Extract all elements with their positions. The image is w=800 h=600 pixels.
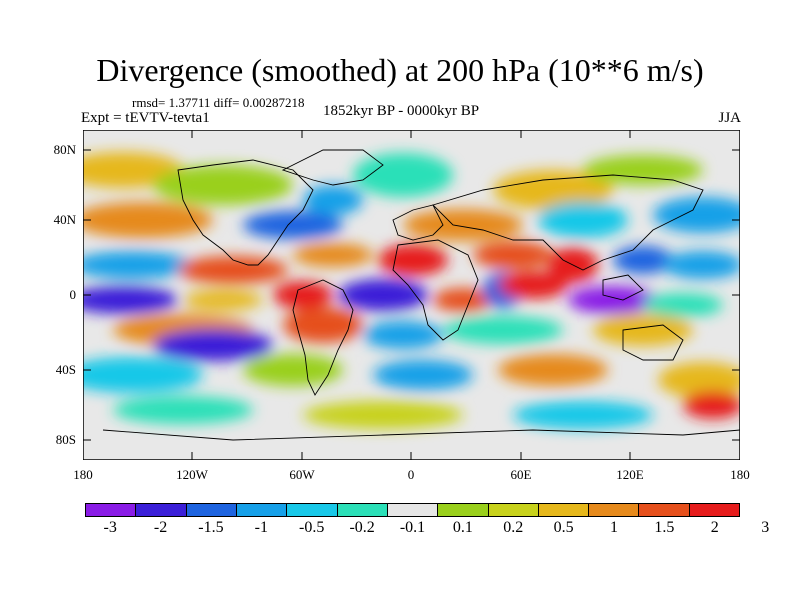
lon-label-60e: 60E — [510, 467, 532, 482]
lat-label-40n: 40N — [53, 212, 76, 227]
colorbar-swatch-2 — [186, 504, 237, 516]
period-label: 1852kyr BP - 0000kyr BP — [323, 103, 480, 119]
colorbar-label: 1.5 — [654, 519, 675, 536]
colorbar-label: -1 — [254, 519, 268, 536]
colorbar-swatch-6 — [387, 504, 439, 516]
colorbar-swatch-5 — [337, 504, 388, 516]
colorbar-swatch-10 — [589, 504, 640, 516]
colorbar-swatch-11 — [639, 504, 690, 516]
season-label: JJA — [718, 110, 741, 126]
lon-label-0: 0 — [407, 467, 415, 482]
colorbar-swatch-3 — [236, 504, 288, 516]
colorbar-label: 0.1 — [452, 519, 473, 536]
map-ticks — [83, 130, 740, 460]
colorbar-label: -0.2 — [349, 519, 375, 536]
rmsd-diff-stats: rmsd= 1.37711 diff= 0.00287218 — [132, 95, 305, 110]
colorbar-label: 0.2 — [503, 519, 524, 536]
colorbar — [85, 503, 740, 517]
colorbar-label: -1.5 — [198, 519, 224, 536]
experiment-label: Expt = tEVTV-tevta1 — [81, 110, 210, 126]
colorbar-swatch-0 — [86, 504, 137, 516]
colorbar-label: 3 — [761, 519, 770, 536]
colorbar-label: -0.5 — [299, 519, 325, 536]
colorbar-swatch-8 — [488, 504, 539, 516]
divergence-field — [83, 152, 740, 429]
colorbar-swatch-1 — [136, 504, 187, 516]
lon-label-120w: 120W — [176, 467, 208, 482]
colorbar-label: -0.1 — [399, 519, 426, 536]
lon-label-180w: 180 — [73, 467, 93, 482]
colorbar-label: 0.5 — [553, 519, 574, 536]
colorbar-label: 2 — [710, 519, 719, 536]
lon-label-60w: 60W — [289, 467, 315, 482]
colorbar-label: -3 — [103, 519, 117, 536]
lon-label-120e: 120E — [616, 467, 644, 482]
coastlines — [102, 149, 740, 441]
lat-label-40s: 40S — [55, 362, 76, 377]
colorbar-label: 1 — [610, 519, 619, 536]
colorbar-swatch-4 — [287, 504, 338, 516]
colorbar-label: -2 — [153, 519, 168, 536]
lat-label-80s: 80S — [55, 432, 76, 447]
plot-title: Divergence (smoothed) at 200 hPa (10**6 … — [96, 52, 704, 88]
colorbar-swatch-12 — [689, 504, 740, 516]
lat-label-eq: 0 — [69, 287, 77, 302]
divergence-map — [83, 130, 740, 460]
lon-label-180e: 180 — [730, 467, 750, 482]
colorbar-swatch-9 — [538, 504, 590, 516]
colorbar-swatch-7 — [438, 504, 489, 516]
lat-label-80n: 80N — [53, 142, 76, 157]
